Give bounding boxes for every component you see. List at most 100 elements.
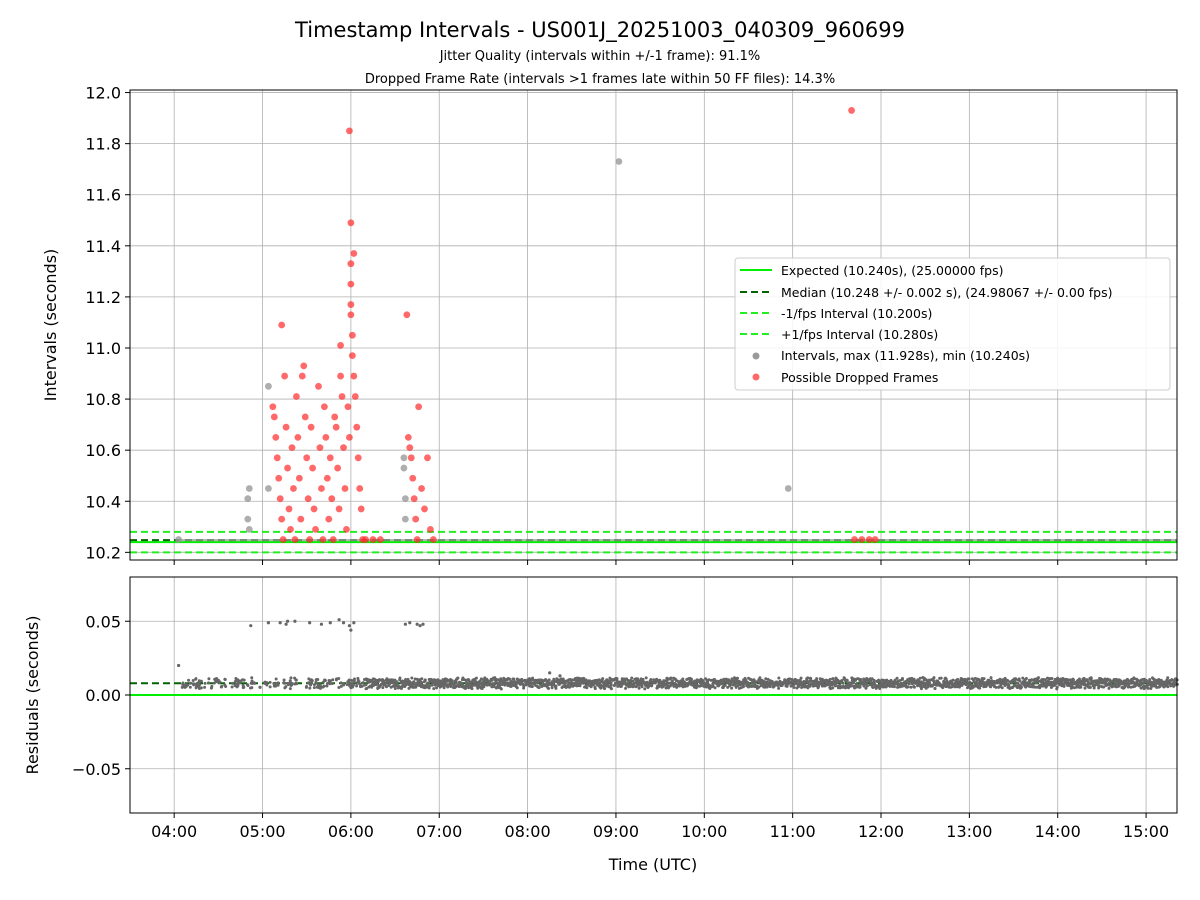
residual-point — [830, 683, 834, 687]
residual-point — [406, 677, 410, 681]
residual-point — [874, 686, 878, 690]
residual-point — [420, 677, 424, 681]
dropped-frame-point — [307, 423, 315, 431]
dropped-frame-point — [354, 454, 362, 462]
residual-point — [1157, 677, 1161, 681]
residual-point — [337, 676, 341, 680]
dropped-frame-point — [851, 536, 858, 543]
residual-point — [757, 685, 761, 689]
interval-point — [265, 382, 272, 390]
residual-point — [432, 687, 436, 691]
dropped-frame-point — [344, 403, 352, 411]
dropped-frame-point — [294, 433, 302, 441]
residual-point — [474, 680, 478, 684]
dropped-frame-point — [848, 107, 855, 114]
residual-point — [351, 683, 355, 687]
residual-point — [630, 676, 634, 680]
residual-point — [1127, 682, 1131, 686]
top-y-tick-label: 11.6 — [85, 186, 121, 205]
residual-point — [888, 681, 892, 685]
residual-point — [764, 677, 768, 681]
chart-subtitle-dropped: Dropped Frame Rate (intervals >1 frames … — [365, 72, 835, 87]
residual-point — [328, 679, 332, 683]
residual-point — [1086, 680, 1090, 684]
residual-point — [1072, 678, 1076, 682]
dropped-frame-point — [353, 423, 361, 431]
residual-point — [841, 681, 845, 685]
residual-point — [1028, 681, 1032, 685]
residual-outlier-point — [249, 624, 253, 628]
residual-point — [452, 682, 456, 686]
dropped-frame-point — [291, 536, 299, 543]
legend-minus-fps-label: -1/fps Interval (10.200s) — [781, 306, 932, 321]
residual-outlier-point — [285, 619, 290, 623]
residual-point — [457, 685, 461, 689]
residual-point — [1155, 686, 1159, 690]
residual-point — [989, 676, 993, 680]
dropped-frame-point — [351, 393, 359, 400]
dropped-frame-point — [340, 444, 347, 452]
residual-point — [609, 687, 613, 691]
residual-point — [282, 678, 286, 682]
top-y-tick-label: 10.4 — [85, 492, 121, 511]
residual-point — [828, 677, 832, 681]
residual-point — [1083, 686, 1087, 690]
residual-point — [1055, 687, 1059, 691]
dropped-frame-point — [413, 536, 421, 543]
residual-point — [1037, 676, 1041, 680]
residual-point — [1031, 683, 1035, 687]
residual-point — [1058, 683, 1062, 687]
residual-point — [994, 685, 998, 689]
dropped-frame-point — [865, 536, 873, 543]
residual-outlier-point — [403, 622, 407, 626]
residual-point — [996, 681, 1000, 685]
residual-point — [432, 678, 436, 682]
dropped-frame-point — [407, 454, 415, 462]
residual-point — [494, 680, 498, 684]
residual-point — [1018, 679, 1022, 683]
dropped-frame-point — [348, 331, 356, 339]
residual-outlier-point — [548, 671, 552, 675]
top-y-axis-ticks: 10.2 10.4 10.6 10.8 11.0 11.2 11.4 11.6 11.8 12.0 — [85, 84, 130, 562]
residual-point — [508, 677, 512, 681]
dropped-frame-point — [279, 536, 287, 543]
dropped-frame-point — [418, 485, 425, 492]
dropped-frame-point — [285, 505, 293, 513]
residual-point — [242, 685, 246, 689]
residual-point — [554, 684, 558, 688]
residual-point — [932, 676, 936, 680]
residual-point — [357, 680, 361, 684]
residual-point — [1139, 686, 1143, 690]
residual-point — [325, 684, 329, 688]
residual-point — [265, 683, 269, 687]
residual-point — [198, 683, 202, 687]
legend-expected-label: Expected (10.240s), (25.00000 fps) — [781, 263, 1003, 278]
residual-point — [276, 681, 280, 685]
residual-point — [792, 686, 796, 690]
residual-point — [294, 678, 298, 682]
dropped-frame-point — [409, 474, 417, 482]
top-plot-frame — [129, 89, 1178, 561]
residual-point — [928, 681, 932, 685]
residual-point — [982, 677, 986, 681]
residual-point — [750, 678, 754, 682]
residual-outlier-point — [328, 621, 332, 625]
residual-point — [330, 682, 334, 686]
chart-subtitle-jitter: Jitter Quality (intervals within +/-1 fr… — [439, 49, 761, 64]
dropped-frame-point — [421, 505, 428, 513]
residual-point — [288, 687, 292, 691]
residual-point — [274, 677, 278, 681]
residual-point — [328, 682, 332, 686]
residual-point — [906, 685, 910, 689]
residual-point — [895, 676, 899, 680]
residual-point — [1019, 685, 1023, 689]
dropped-frame-point — [427, 525, 434, 533]
residual-point — [412, 680, 416, 684]
residual-point — [987, 682, 991, 686]
residual-point — [224, 685, 228, 689]
x-axis-label: Time (UTC) — [608, 855, 697, 874]
residual-point — [635, 684, 639, 688]
residual-point — [1092, 686, 1096, 690]
residual-point — [449, 685, 453, 689]
dropped-frame-point — [290, 485, 297, 492]
